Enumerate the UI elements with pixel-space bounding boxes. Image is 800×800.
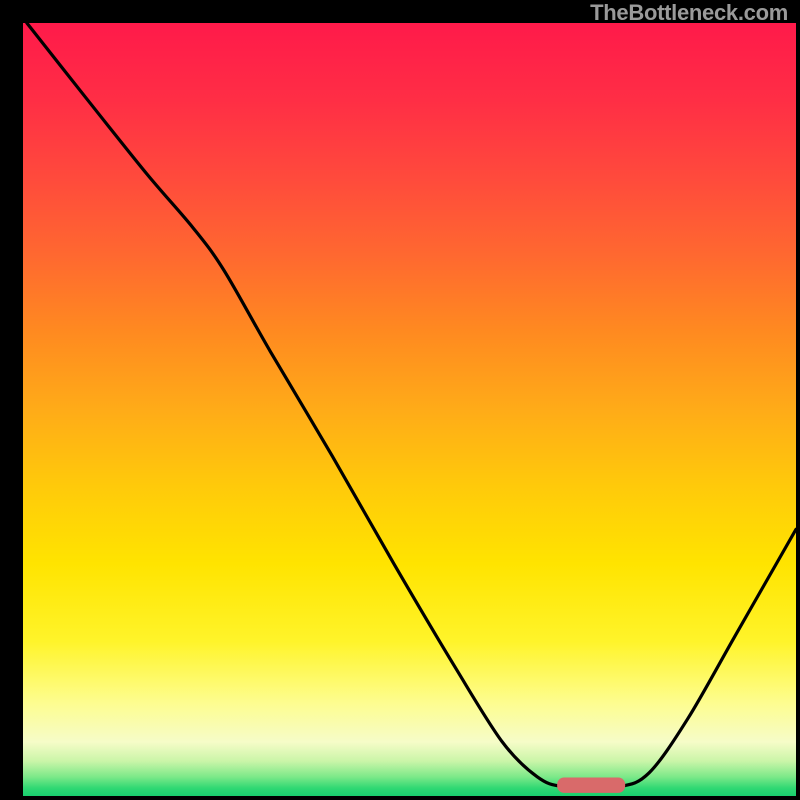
curve-layer: [23, 23, 796, 796]
chart-container: TheBottleneck.com: [0, 0, 800, 800]
plot-area: [23, 23, 796, 796]
optimal-marker: [557, 777, 625, 792]
bottleneck-curve: [27, 23, 796, 788]
